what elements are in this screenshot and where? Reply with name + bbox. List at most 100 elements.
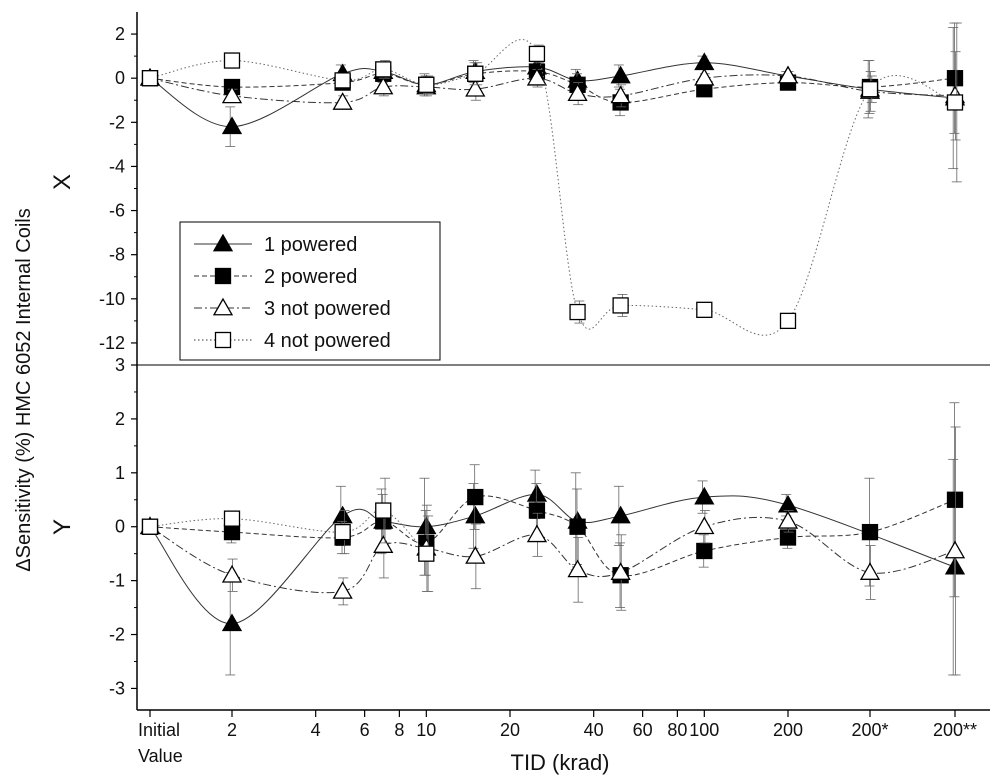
data-point <box>223 510 241 527</box>
x-tick-label: 4 <box>311 720 321 740</box>
data-point <box>696 542 713 560</box>
series-line <box>149 62 956 128</box>
data-point <box>416 516 437 535</box>
data-point <box>567 83 588 102</box>
x-tick-label: 200** <box>933 720 977 740</box>
data-point <box>526 67 548 86</box>
data-point <box>141 518 159 535</box>
series-1-powered <box>139 458 966 676</box>
x-tick-label: 20 <box>500 720 520 740</box>
y-tick-label: 2 <box>115 24 125 44</box>
y-tick-label: -2 <box>109 625 125 645</box>
data-point <box>334 72 351 89</box>
data-point <box>334 523 351 541</box>
legend-marker <box>214 267 232 285</box>
x-axis-label: TID (krad) <box>511 750 610 775</box>
x-tick-label: 8 <box>394 720 404 740</box>
data-point <box>332 581 353 599</box>
series-line <box>149 493 956 625</box>
data-point <box>946 94 964 111</box>
y-tick-label: -1 <box>109 571 125 591</box>
panel-name: X <box>49 174 76 190</box>
data-point <box>777 511 799 529</box>
legend-marker <box>214 331 232 349</box>
legend-marker <box>212 297 234 316</box>
series-line <box>149 74 956 104</box>
y-tick-label: -6 <box>109 201 125 221</box>
panel-name: Y <box>49 519 76 535</box>
data-point <box>694 516 715 535</box>
data-point <box>221 613 243 632</box>
data-point <box>944 540 966 559</box>
x-tick-label: 200 <box>773 720 803 740</box>
x-tick-label: 6 <box>360 720 370 740</box>
y-tick-label: -4 <box>109 156 125 176</box>
data-point <box>696 301 713 318</box>
data-point <box>944 556 966 575</box>
series-1-powered <box>139 27 966 170</box>
series-line <box>149 70 956 103</box>
x-tick-label: 60 <box>633 720 653 740</box>
data-point <box>528 45 546 63</box>
y-tick-label: -12 <box>99 333 125 353</box>
data-point <box>526 484 548 502</box>
series-4-not-powered <box>141 477 435 592</box>
series-4-not-powered <box>141 22 964 336</box>
data-point <box>465 505 486 524</box>
data-point <box>375 502 392 519</box>
legend-label: 3 not powered <box>264 298 391 320</box>
y-tick-label: 2 <box>115 409 125 429</box>
data-point <box>465 546 486 564</box>
data-point <box>694 486 715 505</box>
data-point <box>612 297 629 314</box>
y-tick-label: -8 <box>109 245 125 265</box>
data-point <box>610 85 631 104</box>
series-2-powered <box>141 402 964 608</box>
data-point <box>465 78 486 97</box>
series-line <box>149 516 956 594</box>
data-point <box>610 562 631 580</box>
x-tick-label: 80 <box>667 720 687 740</box>
data-point <box>694 67 715 86</box>
data-point <box>779 312 797 330</box>
y-axis-label: ΔSensitivity (%) HMC 6052 Internal Coils <box>13 208 35 571</box>
data-point <box>467 65 484 82</box>
data-point <box>332 92 353 110</box>
y-tick-label: -2 <box>109 112 125 132</box>
data-point <box>223 52 241 69</box>
y-tick-label: -3 <box>109 678 125 698</box>
data-point <box>141 70 159 87</box>
data-point <box>373 76 394 95</box>
data-point <box>221 85 243 104</box>
x-tick-label: 100 <box>689 720 719 740</box>
data-point <box>946 491 964 508</box>
data-point <box>779 529 797 546</box>
y-tick-label: 1 <box>115 463 125 483</box>
data-point <box>567 559 588 578</box>
series-3-not-powered <box>139 426 966 676</box>
data-point <box>528 502 546 519</box>
data-point <box>332 505 353 524</box>
data-point <box>861 523 879 541</box>
x-tick-label: 10 <box>416 720 436 740</box>
data-point <box>375 61 392 78</box>
data-point <box>526 524 548 543</box>
data-point <box>946 70 964 87</box>
x-tick-label: Initial <box>138 720 180 740</box>
data-point <box>418 545 435 562</box>
y-tick-label: 0 <box>115 68 125 88</box>
legend-label: 4 not powered <box>264 330 391 352</box>
y-tick-label: -10 <box>99 289 125 309</box>
data-point <box>610 65 631 84</box>
data-point <box>467 488 484 506</box>
data-point <box>859 562 881 580</box>
data-point <box>418 76 435 93</box>
data-point <box>569 518 586 535</box>
data-point <box>221 564 243 583</box>
data-point <box>223 523 241 541</box>
x-tick-label: 200* <box>851 720 888 740</box>
legend-label: 2 powered <box>264 266 357 288</box>
data-point <box>777 494 799 513</box>
